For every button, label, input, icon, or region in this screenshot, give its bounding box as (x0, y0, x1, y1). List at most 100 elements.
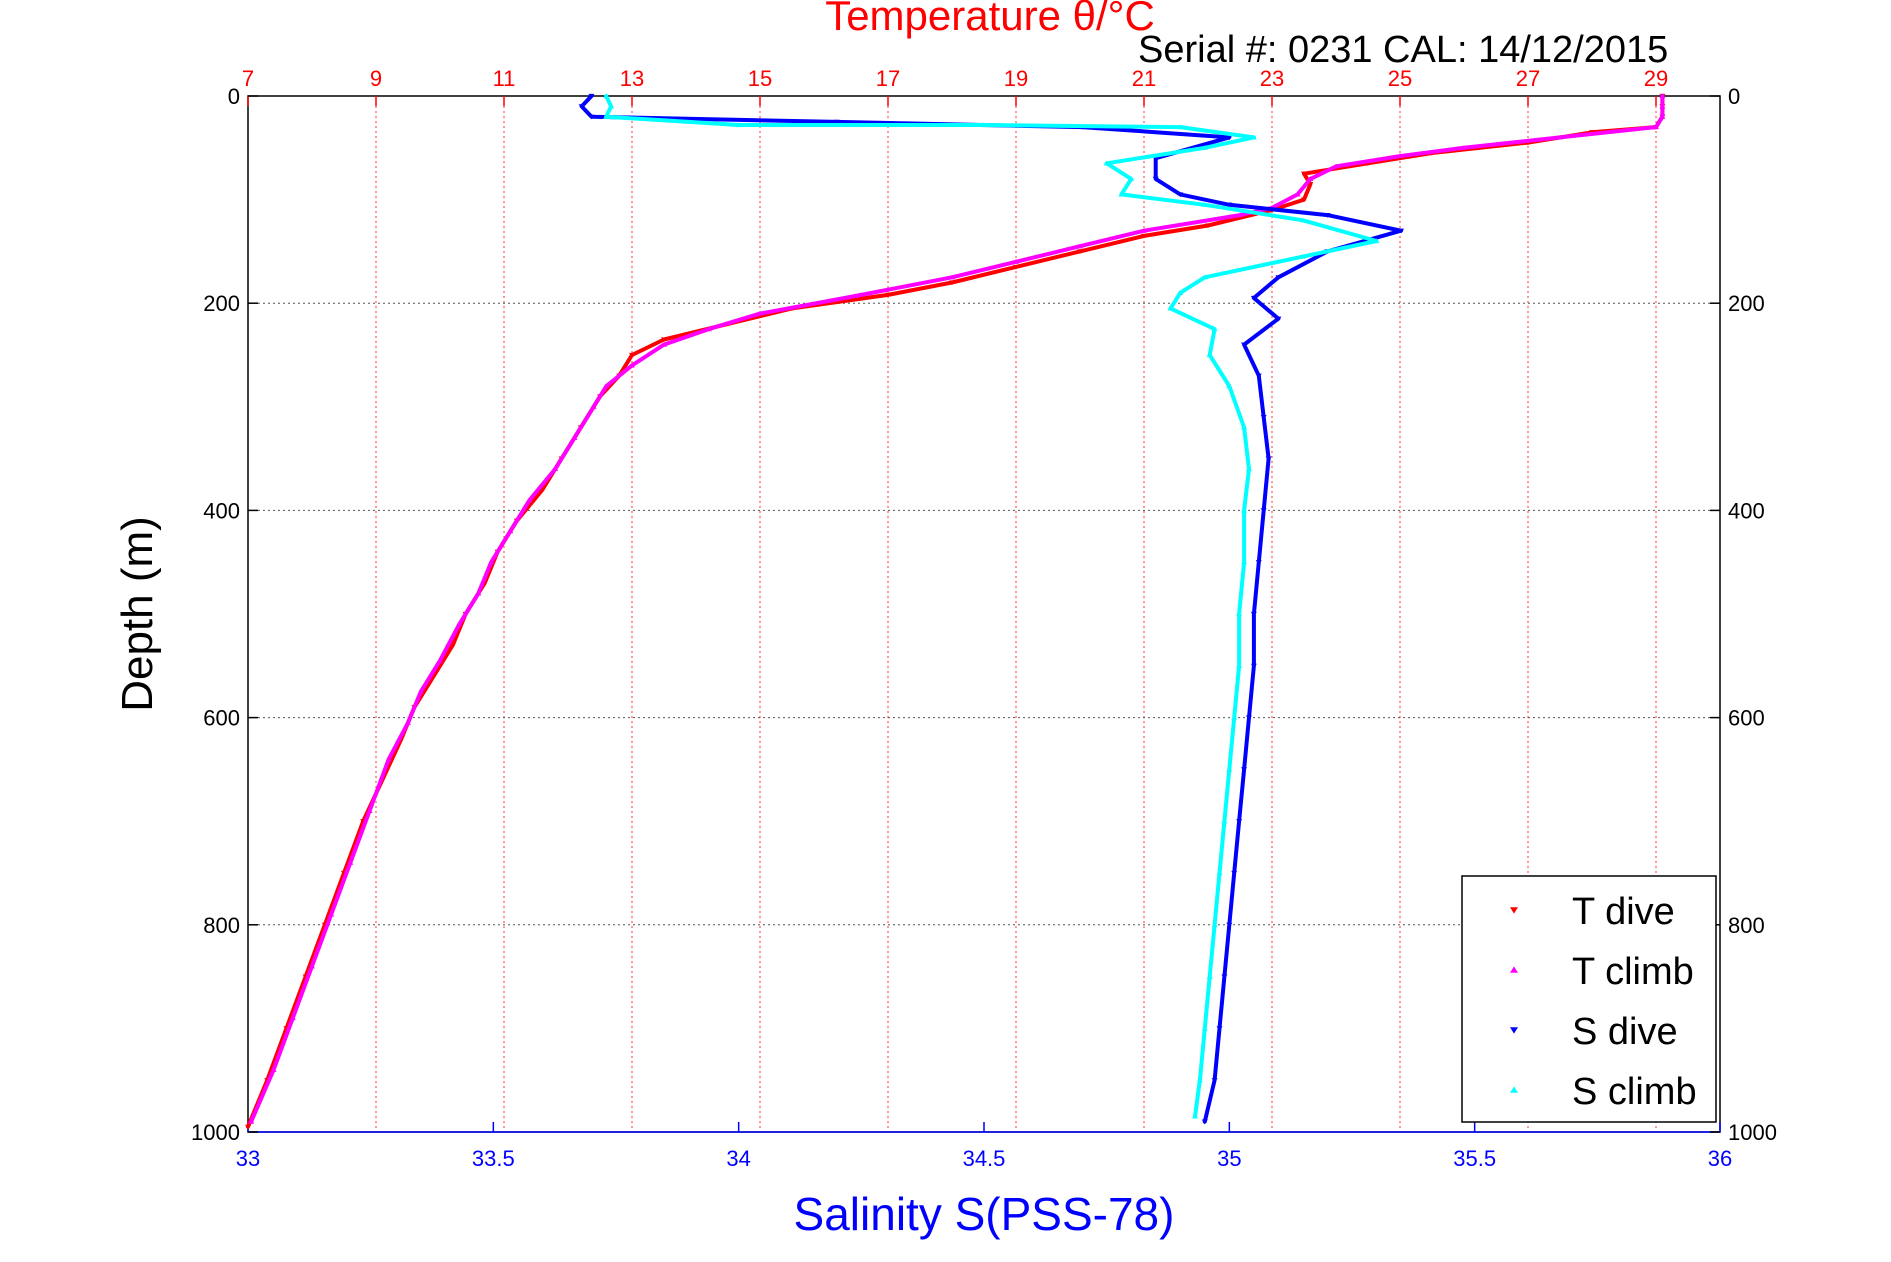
data-point (1659, 103, 1666, 109)
data-point (488, 559, 495, 565)
depth-tick-label-left: 800 (203, 913, 240, 938)
data-point (1201, 1119, 1208, 1125)
data-point (1177, 192, 1184, 198)
legend-label: T climb (1572, 951, 1694, 993)
data-point (1260, 508, 1267, 514)
series-t-dive (245, 93, 1666, 1130)
data-point (1275, 275, 1282, 280)
data-point (1216, 1026, 1223, 1032)
data-point (590, 404, 597, 409)
data-point (1206, 973, 1213, 979)
data-point (449, 642, 456, 648)
data-point (1211, 1078, 1218, 1083)
data-point (1231, 714, 1238, 720)
series-trace (246, 94, 1665, 1129)
data-point (981, 122, 987, 128)
data-point (1275, 316, 1282, 322)
series-trace (249, 94, 1665, 1124)
data-point (1241, 424, 1248, 430)
depth-tick-label-left: 1000 (191, 1120, 240, 1145)
data-point (1373, 238, 1380, 244)
data-point (629, 352, 635, 358)
series-t-climb (248, 93, 1666, 1124)
data-point (1226, 922, 1233, 928)
data-point (1241, 507, 1248, 513)
data-point (289, 1015, 296, 1021)
depth-ticks-left: 0 200 400 600 800 1000 (191, 84, 258, 1145)
data-point (1250, 134, 1257, 140)
data-point (1653, 124, 1659, 130)
legend: T dive T climb S dive S climb (1461, 875, 1717, 1123)
series-s-dive (578, 93, 1405, 1125)
data-point (1226, 135, 1233, 141)
data-point (1397, 153, 1403, 159)
temperature-tick-label: 7 (242, 66, 254, 91)
data-point (757, 310, 763, 316)
depth-tick-label-right: 800 (1728, 913, 1765, 938)
data-series (245, 93, 1666, 1130)
data-point (1265, 456, 1272, 462)
data-point (552, 466, 559, 472)
x-axis-label: Salinity S(PSS-78) (794, 1188, 1175, 1240)
data-point (1461, 145, 1467, 150)
data-point (949, 280, 955, 286)
salinity-tick-label: 35.5 (1453, 1146, 1496, 1171)
data-point (1557, 134, 1563, 140)
salinity-tick-label: 34.5 (963, 1146, 1006, 1171)
data-point (1191, 1113, 1198, 1119)
data-point (603, 93, 610, 99)
temperature-ticks: 7 9 11 13 15 17 19 21 23 25 27 29 (242, 66, 1668, 106)
data-point (1333, 163, 1339, 169)
y-axis-label: Depth (m) (113, 516, 162, 712)
data-point (1167, 305, 1174, 311)
data-point (1221, 818, 1228, 824)
data-point (1324, 213, 1331, 218)
data-point (1245, 466, 1252, 472)
data-point (1013, 259, 1019, 264)
data-point (588, 93, 595, 99)
legend-box (1461, 875, 1717, 1123)
series-trace (604, 94, 1379, 1119)
depth-tick-label-left: 600 (203, 706, 240, 731)
data-point (608, 103, 615, 109)
data-point (1226, 383, 1233, 389)
temperature-tick-label: 11 (493, 66, 516, 91)
data-point (1177, 290, 1184, 295)
data-point (1231, 870, 1238, 876)
data-point (475, 590, 482, 596)
data-point (1241, 767, 1248, 773)
legend-marker (1510, 1086, 1518, 1093)
data-point (1221, 974, 1228, 980)
data-point (1299, 253, 1306, 259)
series-s-climb (603, 93, 1380, 1119)
data-point (1201, 1025, 1208, 1031)
data-point (1205, 223, 1211, 229)
data-point (1077, 249, 1083, 255)
data-point (1250, 663, 1257, 669)
data-point (1196, 1077, 1203, 1083)
legend-marker (1510, 966, 1518, 973)
data-point (245, 1124, 251, 1130)
data-point (1236, 611, 1243, 617)
data-point (526, 497, 533, 503)
data-point (405, 720, 411, 725)
data-point (1237, 212, 1243, 218)
data-point (507, 528, 514, 534)
depth-tick-label-left: 0 (228, 84, 240, 109)
salinity-tick-label: 36 (1708, 1146, 1732, 1171)
data-point (1177, 124, 1184, 130)
data-point (1103, 160, 1110, 166)
depth-tick-label-left: 200 (203, 291, 240, 316)
temperature-tick-label: 23 (1260, 66, 1284, 91)
depth-tick-label-right: 200 (1728, 291, 1765, 316)
data-point (833, 119, 840, 125)
data-point (1211, 326, 1218, 332)
data-point (1299, 217, 1306, 223)
temperature-tick-label: 17 (876, 66, 900, 91)
depth-tick-label-right: 600 (1728, 706, 1765, 731)
data-point (1201, 274, 1208, 280)
data-point (270, 1067, 277, 1072)
temperature-tick-label: 15 (748, 66, 772, 91)
data-point (1128, 176, 1135, 181)
